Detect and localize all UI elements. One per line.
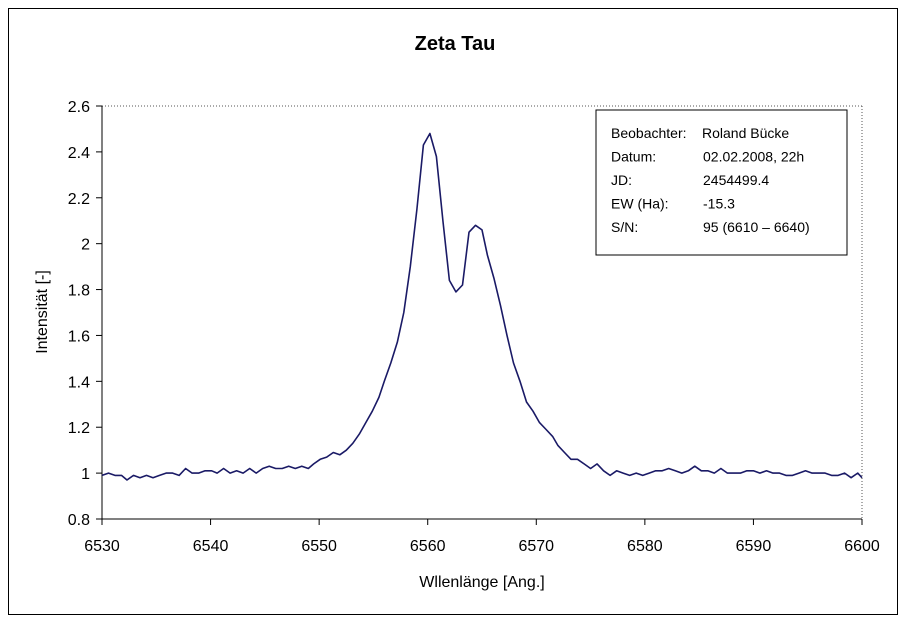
- legend-box: Beobachter: Roland Bücke Datum: 02.02.2008,…: [595, 109, 848, 256]
- legend-row-value: -15.3: [703, 196, 735, 212]
- legend-border: [595, 109, 848, 256]
- legend-row-value: 2454499.4: [703, 172, 769, 188]
- y-tick-label: 1.4: [68, 374, 90, 391]
- y-tick-label: 2.6: [68, 99, 90, 116]
- legend-row-label: EW (Ha):: [611, 196, 669, 212]
- y-tick-label: 2.4: [68, 145, 90, 162]
- legend-row-value: 95 (6610 – 6640): [703, 219, 810, 235]
- y-tick-label: 0.8: [68, 512, 90, 529]
- legend-row-value: Roland Bücke: [702, 125, 789, 141]
- x-tick-label: 6550: [301, 538, 337, 555]
- legend-row-label: Beobachter:: [611, 125, 687, 141]
- chart-frame: [8, 8, 898, 615]
- y-tick-label: 1.8: [68, 283, 90, 300]
- y-tick-label: 1.2: [68, 420, 90, 437]
- x-tick-label: 6530: [84, 538, 120, 555]
- legend-row-label: JD:: [611, 172, 632, 188]
- series-line: [101, 132, 863, 481]
- x-tick-label: 6570: [518, 538, 554, 555]
- y-tick-label: 2: [81, 237, 90, 254]
- x-tick-label: 6540: [193, 538, 229, 555]
- y-axis-label: Intensität [-]: [34, 270, 51, 354]
- y-tick-label: 1: [81, 466, 90, 483]
- x-axis-label: Wllenlänge [Ang.]: [419, 574, 544, 591]
- x-tick-label: 6560: [410, 538, 446, 555]
- plot-area: 6530 6540 6550 6560 6570 6580 6590 6600 0.8 1 1.2 1…: [68, 99, 880, 555]
- chart-title: Zeta Tau: [415, 33, 496, 55]
- legend-row-label: Datum:: [611, 149, 656, 165]
- legend-row-label: S/N:: [611, 219, 638, 235]
- y-tick-label: 1.6: [68, 328, 90, 345]
- y-tick-label: 2.2: [68, 191, 90, 208]
- x-tick-label: 6580: [627, 538, 663, 555]
- x-tick-label: 6600: [844, 538, 880, 555]
- legend-row-value: 02.02.2008, 22h: [703, 149, 804, 165]
- x-tick-label: 6590: [736, 538, 772, 555]
